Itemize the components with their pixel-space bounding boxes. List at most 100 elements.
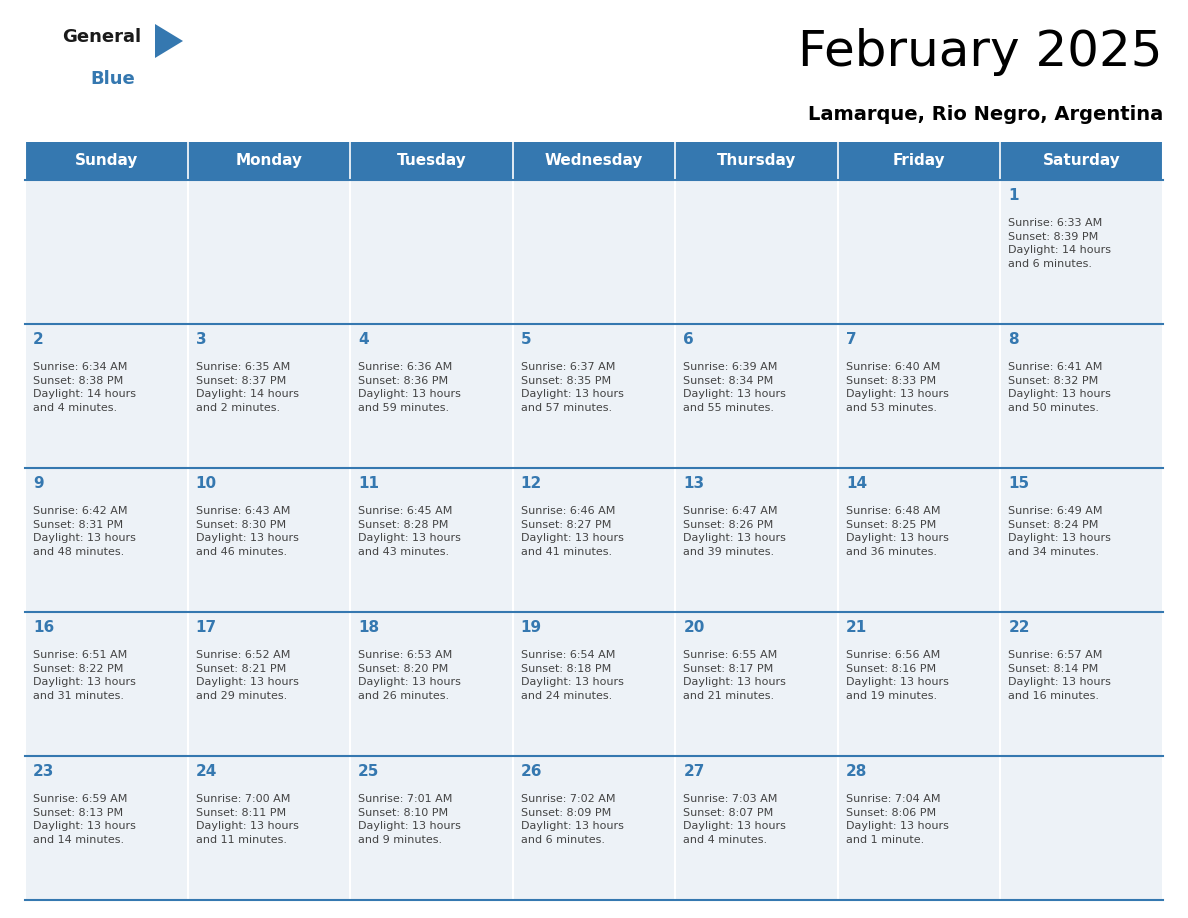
Bar xyxy=(675,180,838,324)
Bar xyxy=(513,612,675,756)
Text: 21: 21 xyxy=(846,620,867,635)
Text: 20: 20 xyxy=(683,620,704,635)
Bar xyxy=(513,180,675,324)
Bar xyxy=(188,324,350,468)
Bar xyxy=(838,612,1000,756)
Text: 10: 10 xyxy=(196,476,216,491)
Text: Sunrise: 6:52 AM
Sunset: 8:21 PM
Daylight: 13 hours
and 29 minutes.: Sunrise: 6:52 AM Sunset: 8:21 PM Dayligh… xyxy=(196,650,298,700)
Text: 13: 13 xyxy=(683,476,704,491)
Text: 1: 1 xyxy=(1009,188,1019,203)
Text: Thursday: Thursday xyxy=(716,153,796,169)
Bar xyxy=(675,142,838,180)
Bar xyxy=(838,756,1000,900)
Text: 5: 5 xyxy=(520,332,531,347)
Bar xyxy=(675,756,838,900)
Text: Sunrise: 6:43 AM
Sunset: 8:30 PM
Daylight: 13 hours
and 46 minutes.: Sunrise: 6:43 AM Sunset: 8:30 PM Dayligh… xyxy=(196,506,298,557)
Text: Sunrise: 6:35 AM
Sunset: 8:37 PM
Daylight: 14 hours
and 2 minutes.: Sunrise: 6:35 AM Sunset: 8:37 PM Dayligh… xyxy=(196,362,298,413)
Bar xyxy=(1000,142,1163,180)
Text: Sunrise: 6:34 AM
Sunset: 8:38 PM
Daylight: 14 hours
and 4 minutes.: Sunrise: 6:34 AM Sunset: 8:38 PM Dayligh… xyxy=(33,362,135,413)
Text: 19: 19 xyxy=(520,620,542,635)
Text: Sunrise: 7:02 AM
Sunset: 8:09 PM
Daylight: 13 hours
and 6 minutes.: Sunrise: 7:02 AM Sunset: 8:09 PM Dayligh… xyxy=(520,794,624,845)
Bar xyxy=(513,324,675,468)
Text: 3: 3 xyxy=(196,332,207,347)
Text: Sunrise: 6:40 AM
Sunset: 8:33 PM
Daylight: 13 hours
and 53 minutes.: Sunrise: 6:40 AM Sunset: 8:33 PM Dayligh… xyxy=(846,362,949,413)
Bar xyxy=(1000,612,1163,756)
Text: Lamarque, Rio Negro, Argentina: Lamarque, Rio Negro, Argentina xyxy=(808,105,1163,124)
Bar xyxy=(25,324,188,468)
Text: Tuesday: Tuesday xyxy=(397,153,467,169)
Bar xyxy=(513,468,675,612)
Text: Sunrise: 6:33 AM
Sunset: 8:39 PM
Daylight: 14 hours
and 6 minutes.: Sunrise: 6:33 AM Sunset: 8:39 PM Dayligh… xyxy=(1009,218,1112,269)
Text: Sunrise: 6:46 AM
Sunset: 8:27 PM
Daylight: 13 hours
and 41 minutes.: Sunrise: 6:46 AM Sunset: 8:27 PM Dayligh… xyxy=(520,506,624,557)
Text: Monday: Monday xyxy=(235,153,303,169)
Text: February 2025: February 2025 xyxy=(798,28,1163,76)
Bar xyxy=(350,180,513,324)
Text: Sunrise: 6:51 AM
Sunset: 8:22 PM
Daylight: 13 hours
and 31 minutes.: Sunrise: 6:51 AM Sunset: 8:22 PM Dayligh… xyxy=(33,650,135,700)
Bar xyxy=(25,612,188,756)
Text: Sunrise: 6:37 AM
Sunset: 8:35 PM
Daylight: 13 hours
and 57 minutes.: Sunrise: 6:37 AM Sunset: 8:35 PM Dayligh… xyxy=(520,362,624,413)
Text: Sunrise: 6:47 AM
Sunset: 8:26 PM
Daylight: 13 hours
and 39 minutes.: Sunrise: 6:47 AM Sunset: 8:26 PM Dayligh… xyxy=(683,506,786,557)
Bar xyxy=(350,612,513,756)
Text: Wednesday: Wednesday xyxy=(545,153,643,169)
Text: 6: 6 xyxy=(683,332,694,347)
Text: Sunrise: 6:55 AM
Sunset: 8:17 PM
Daylight: 13 hours
and 21 minutes.: Sunrise: 6:55 AM Sunset: 8:17 PM Dayligh… xyxy=(683,650,786,700)
Bar xyxy=(513,142,675,180)
Bar xyxy=(188,468,350,612)
Text: Blue: Blue xyxy=(90,70,134,88)
Bar xyxy=(675,612,838,756)
Text: 25: 25 xyxy=(358,764,379,779)
Bar xyxy=(350,756,513,900)
Text: 15: 15 xyxy=(1009,476,1030,491)
Text: Sunrise: 6:39 AM
Sunset: 8:34 PM
Daylight: 13 hours
and 55 minutes.: Sunrise: 6:39 AM Sunset: 8:34 PM Dayligh… xyxy=(683,362,786,413)
Text: Sunrise: 6:54 AM
Sunset: 8:18 PM
Daylight: 13 hours
and 24 minutes.: Sunrise: 6:54 AM Sunset: 8:18 PM Dayligh… xyxy=(520,650,624,700)
Text: 17: 17 xyxy=(196,620,216,635)
Text: 24: 24 xyxy=(196,764,217,779)
Bar xyxy=(188,142,350,180)
Text: 16: 16 xyxy=(33,620,55,635)
Bar xyxy=(350,468,513,612)
Bar xyxy=(25,468,188,612)
Text: 4: 4 xyxy=(358,332,368,347)
Bar xyxy=(188,612,350,756)
Bar xyxy=(188,756,350,900)
Text: 22: 22 xyxy=(1009,620,1030,635)
Text: 7: 7 xyxy=(846,332,857,347)
Text: Sunrise: 6:48 AM
Sunset: 8:25 PM
Daylight: 13 hours
and 36 minutes.: Sunrise: 6:48 AM Sunset: 8:25 PM Dayligh… xyxy=(846,506,949,557)
Text: Sunday: Sunday xyxy=(75,153,138,169)
Text: 14: 14 xyxy=(846,476,867,491)
Text: Sunrise: 6:41 AM
Sunset: 8:32 PM
Daylight: 13 hours
and 50 minutes.: Sunrise: 6:41 AM Sunset: 8:32 PM Dayligh… xyxy=(1009,362,1111,413)
Bar xyxy=(350,142,513,180)
Text: Sunrise: 6:42 AM
Sunset: 8:31 PM
Daylight: 13 hours
and 48 minutes.: Sunrise: 6:42 AM Sunset: 8:31 PM Dayligh… xyxy=(33,506,135,557)
Bar xyxy=(25,142,188,180)
Text: Friday: Friday xyxy=(893,153,946,169)
Bar xyxy=(675,324,838,468)
Text: 26: 26 xyxy=(520,764,542,779)
Text: Sunrise: 6:59 AM
Sunset: 8:13 PM
Daylight: 13 hours
and 14 minutes.: Sunrise: 6:59 AM Sunset: 8:13 PM Dayligh… xyxy=(33,794,135,845)
Bar xyxy=(1000,468,1163,612)
Text: 12: 12 xyxy=(520,476,542,491)
Bar xyxy=(1000,180,1163,324)
Bar xyxy=(350,324,513,468)
Text: General: General xyxy=(62,28,141,46)
Text: Sunrise: 7:03 AM
Sunset: 8:07 PM
Daylight: 13 hours
and 4 minutes.: Sunrise: 7:03 AM Sunset: 8:07 PM Dayligh… xyxy=(683,794,786,845)
Bar xyxy=(838,324,1000,468)
Bar xyxy=(838,142,1000,180)
Text: Sunrise: 6:56 AM
Sunset: 8:16 PM
Daylight: 13 hours
and 19 minutes.: Sunrise: 6:56 AM Sunset: 8:16 PM Dayligh… xyxy=(846,650,949,700)
Bar xyxy=(1000,756,1163,900)
Text: 8: 8 xyxy=(1009,332,1019,347)
Text: Sunrise: 6:49 AM
Sunset: 8:24 PM
Daylight: 13 hours
and 34 minutes.: Sunrise: 6:49 AM Sunset: 8:24 PM Dayligh… xyxy=(1009,506,1111,557)
Text: 9: 9 xyxy=(33,476,44,491)
Bar xyxy=(25,180,188,324)
Bar xyxy=(838,180,1000,324)
Text: 18: 18 xyxy=(358,620,379,635)
Text: 2: 2 xyxy=(33,332,44,347)
Text: Sunrise: 7:04 AM
Sunset: 8:06 PM
Daylight: 13 hours
and 1 minute.: Sunrise: 7:04 AM Sunset: 8:06 PM Dayligh… xyxy=(846,794,949,845)
Text: 28: 28 xyxy=(846,764,867,779)
Text: Sunrise: 6:45 AM
Sunset: 8:28 PM
Daylight: 13 hours
and 43 minutes.: Sunrise: 6:45 AM Sunset: 8:28 PM Dayligh… xyxy=(358,506,461,557)
Text: Sunrise: 7:00 AM
Sunset: 8:11 PM
Daylight: 13 hours
and 11 minutes.: Sunrise: 7:00 AM Sunset: 8:11 PM Dayligh… xyxy=(196,794,298,845)
Text: Sunrise: 6:53 AM
Sunset: 8:20 PM
Daylight: 13 hours
and 26 minutes.: Sunrise: 6:53 AM Sunset: 8:20 PM Dayligh… xyxy=(358,650,461,700)
Text: Sunrise: 6:36 AM
Sunset: 8:36 PM
Daylight: 13 hours
and 59 minutes.: Sunrise: 6:36 AM Sunset: 8:36 PM Dayligh… xyxy=(358,362,461,413)
Polygon shape xyxy=(154,24,183,58)
Text: 11: 11 xyxy=(358,476,379,491)
Text: Saturday: Saturday xyxy=(1043,153,1120,169)
